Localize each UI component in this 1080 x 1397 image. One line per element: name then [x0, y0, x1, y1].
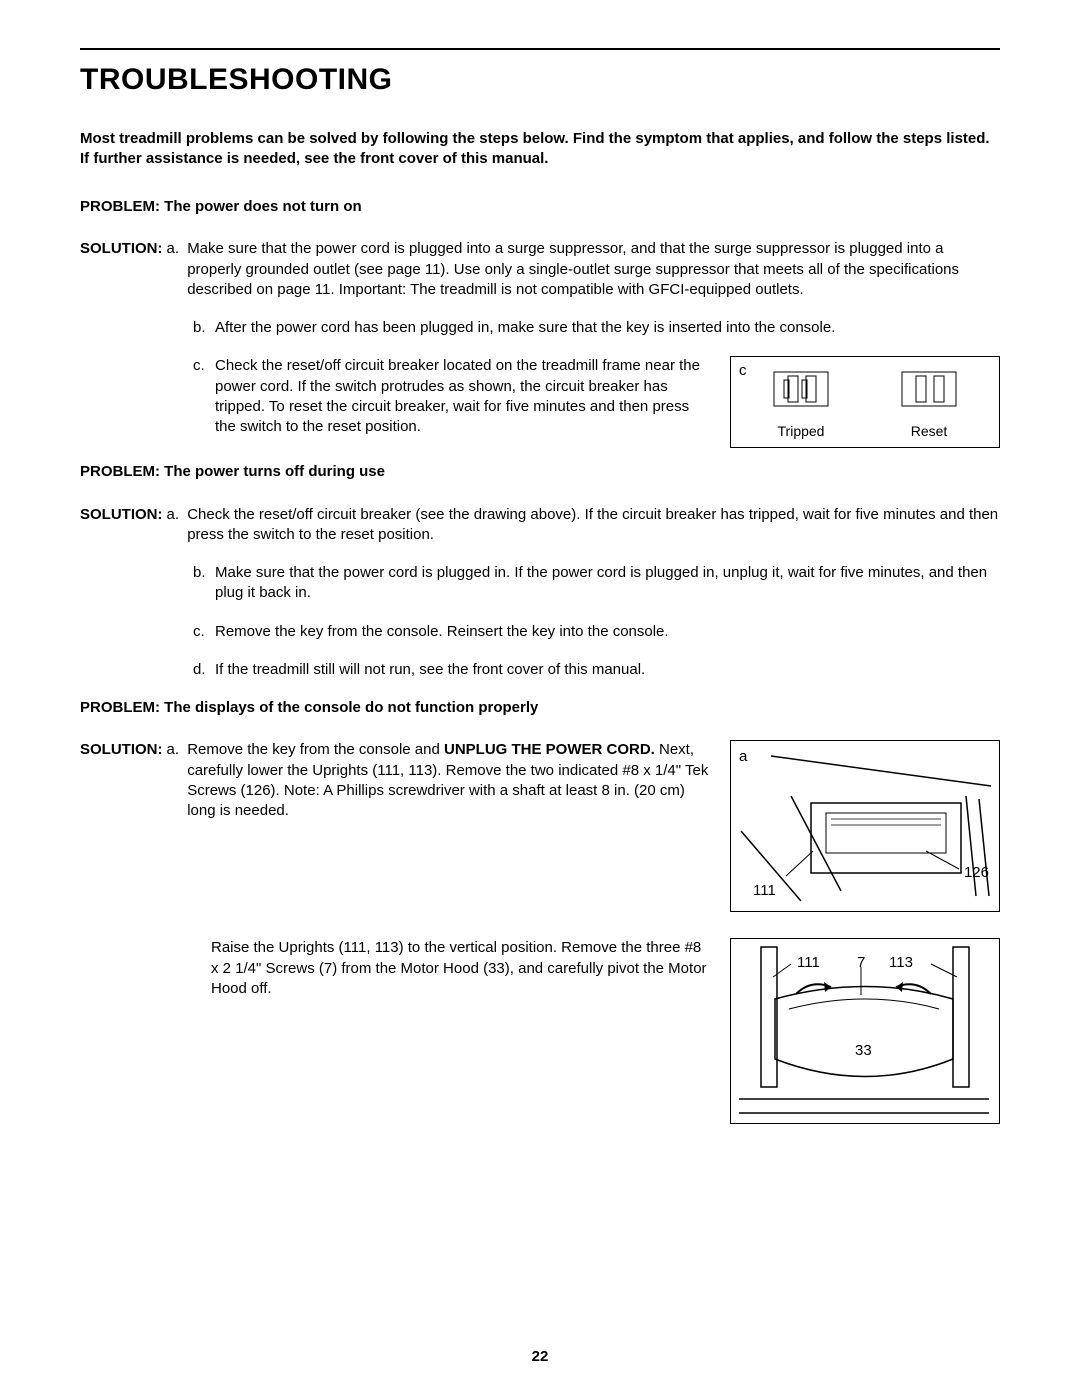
step-text: If the treadmill still will not run, see… [215, 660, 1000, 680]
text-prefix: Remove the key from the console and [187, 741, 444, 758]
figure-c-circuit-breaker: c Tripped [730, 356, 1000, 448]
callout-126: 126 [964, 863, 989, 883]
row-solution-3a-with-figure: SOLUTION: a. Remove the key from the con… [80, 740, 1000, 912]
solution-2d: d. If the treadmill still will not run, … [80, 660, 1000, 680]
solution-label: SOLUTION: [80, 505, 167, 525]
callout-33: 33 [855, 1041, 872, 1061]
figure-c-label: c [739, 361, 747, 381]
step-text: Remove the key from the console. Reinser… [215, 622, 1000, 642]
step-letter: a. [167, 505, 188, 525]
step-text: Check the reset/off circuit breaker loca… [215, 356, 710, 437]
manual-page: TROUBLESHOOTING Most treadmill problems … [0, 0, 1080, 1397]
step-text: Check the reset/off circuit breaker (see… [187, 505, 1000, 546]
step-letter: d. [193, 660, 215, 680]
step-text: Make sure that the power cord is plugged… [187, 239, 1000, 300]
step-letter: a. [167, 239, 188, 259]
callout-111: 111 [797, 953, 820, 973]
reset-switch-icon [894, 366, 964, 416]
page-title: TROUBLESHOOTING [80, 60, 1000, 101]
solution-1a: SOLUTION: a. Make sure that the power co… [80, 239, 1000, 300]
row-step-motorhood-with-figure: Raise the Uprights (111, 113) to the ver… [80, 938, 1000, 1124]
step-letter: c. [193, 622, 215, 642]
top-rule [80, 48, 1000, 50]
tripped-switch-icon [766, 366, 836, 416]
step-letter: c. [193, 356, 215, 376]
step-text: Raise the Uprights (111, 113) to the ver… [211, 938, 710, 999]
callout-7: 7 [857, 953, 865, 973]
row-step-c-with-figure: c. Check the reset/off circuit breaker l… [80, 356, 1000, 448]
page-number: 22 [0, 1347, 1080, 1367]
step-text: Make sure that the power cord is plugged… [215, 563, 1000, 604]
solution-2a: SOLUTION: a. Check the reset/off circuit… [80, 505, 1000, 546]
reset-label: Reset [911, 422, 948, 441]
solution-1b: b. After the power cord has been plugged… [80, 318, 1000, 338]
figure-motor-hood: 111 7 113 33 [730, 938, 1000, 1124]
problem-2-heading: PROBLEM: The power turns off during use [80, 462, 1000, 482]
tripped-label: Tripped [778, 422, 825, 441]
step-letter: b. [193, 318, 215, 338]
callout-111: 111 [753, 881, 776, 901]
solution-label: SOLUTION: [80, 740, 167, 760]
figure-a-uprights: a 111 126 [730, 740, 1000, 912]
solution-2c: c. Remove the key from the console. Rein… [80, 622, 1000, 642]
step-letter: b. [193, 563, 215, 583]
problem-3-heading: PROBLEM: The displays of the console do … [80, 698, 1000, 718]
text-bold: UNPLUG THE POWER CORD. [444, 741, 655, 758]
callout-113: 113 [889, 953, 913, 973]
solution-2b: b. Make sure that the power cord is plug… [80, 563, 1000, 604]
step-letter: a. [167, 740, 188, 760]
step-text: Remove the key from the console and UNPL… [187, 740, 710, 821]
step-text: After the power cord has been plugged in… [215, 318, 1000, 338]
problem-1-heading: PROBLEM: The power does not turn on [80, 197, 1000, 217]
solution-label: SOLUTION: [80, 239, 167, 259]
intro-paragraph: Most treadmill problems can be solved by… [80, 129, 1000, 170]
